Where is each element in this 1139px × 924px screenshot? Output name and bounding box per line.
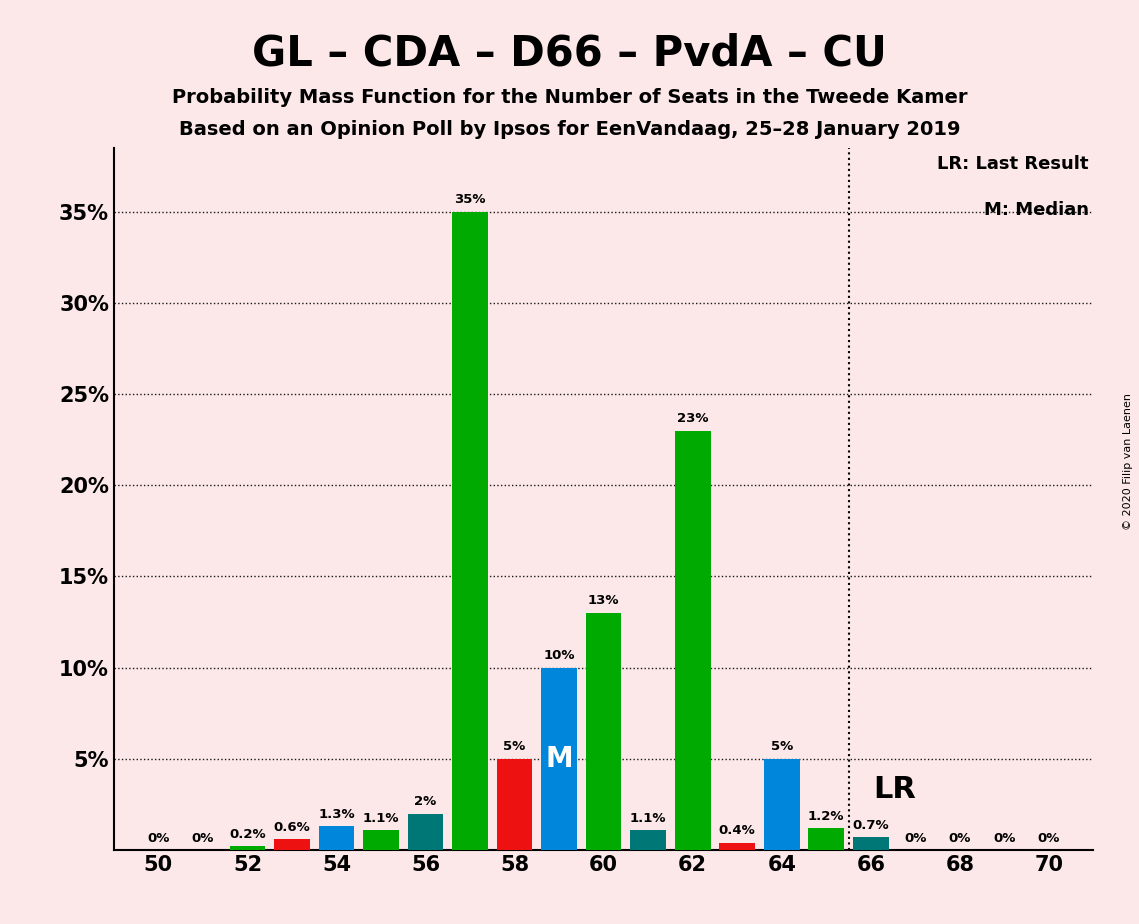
- Bar: [363, 830, 399, 850]
- Text: 0.6%: 0.6%: [273, 821, 310, 833]
- Bar: [319, 826, 354, 850]
- Text: M: M: [546, 745, 573, 772]
- Bar: [230, 846, 265, 850]
- Text: Probability Mass Function for the Number of Seats in the Tweede Kamer: Probability Mass Function for the Number…: [172, 88, 967, 107]
- Text: 1.2%: 1.2%: [808, 809, 844, 822]
- Text: GL – CDA – D66 – PvdA – CU: GL – CDA – D66 – PvdA – CU: [252, 32, 887, 74]
- Text: 0%: 0%: [147, 832, 170, 845]
- Text: 0%: 0%: [949, 832, 972, 845]
- Text: 5%: 5%: [503, 740, 526, 753]
- Text: 1.1%: 1.1%: [630, 811, 666, 824]
- Text: 35%: 35%: [454, 193, 486, 206]
- Bar: [408, 814, 443, 850]
- Text: M: Median: M: Median: [984, 201, 1089, 218]
- Text: 1.3%: 1.3%: [318, 808, 355, 821]
- Bar: [497, 759, 532, 850]
- Text: Based on an Opinion Poll by Ipsos for EenVandaag, 25–28 January 2019: Based on an Opinion Poll by Ipsos for Ee…: [179, 120, 960, 140]
- Bar: [630, 830, 666, 850]
- Text: 5%: 5%: [771, 740, 793, 753]
- Bar: [720, 843, 755, 850]
- Bar: [274, 839, 310, 850]
- Bar: [541, 668, 577, 850]
- Text: 0%: 0%: [993, 832, 1016, 845]
- Text: 10%: 10%: [543, 650, 575, 663]
- Text: 0%: 0%: [191, 832, 214, 845]
- Text: 2%: 2%: [415, 796, 436, 808]
- Text: 0.7%: 0.7%: [852, 819, 890, 832]
- Text: 23%: 23%: [677, 412, 708, 425]
- Text: LR: LR: [872, 775, 916, 805]
- Bar: [764, 759, 800, 850]
- Text: 0.4%: 0.4%: [719, 824, 755, 837]
- Bar: [809, 828, 844, 850]
- Text: 0%: 0%: [1038, 832, 1060, 845]
- Bar: [675, 431, 711, 850]
- Bar: [585, 613, 622, 850]
- Bar: [452, 212, 487, 850]
- Text: 0%: 0%: [904, 832, 926, 845]
- Text: 13%: 13%: [588, 594, 620, 607]
- Text: 1.1%: 1.1%: [363, 811, 400, 824]
- Bar: [853, 837, 888, 850]
- Text: © 2020 Filip van Laenen: © 2020 Filip van Laenen: [1123, 394, 1133, 530]
- Text: 0.2%: 0.2%: [229, 828, 265, 841]
- Text: LR: Last Result: LR: Last Result: [937, 155, 1089, 173]
